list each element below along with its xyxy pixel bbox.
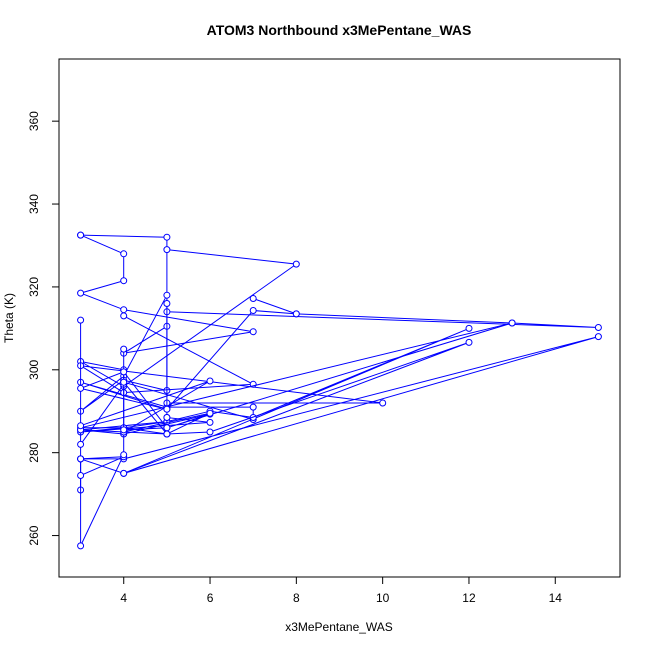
y-tick-label: 320 [27,277,41,297]
data-point [292,310,300,318]
data-point [594,324,602,331]
data-point [206,428,214,436]
data-point [77,422,85,430]
y-tick-label: 280 [27,442,41,462]
data-point [163,424,171,432]
data-point [120,368,128,376]
y-tick-label: 340 [27,194,41,214]
data-point [249,328,257,336]
data-point [120,250,128,258]
data-point [163,233,171,241]
x-tick-label: 12 [462,591,476,605]
series-line [80,320,211,547]
y-axis: 260 280 300 320 340 360 [27,111,60,546]
data-point [120,312,128,320]
x-tick-label: 10 [376,591,390,605]
data-point [120,469,128,477]
series-4 [77,295,516,494]
data-point [249,403,257,411]
data-point [120,345,128,353]
data-point [120,378,128,386]
x-tick-label: 8 [293,591,300,605]
data-point [249,307,257,314]
y-tick-label: 360 [27,111,41,131]
data-point [292,260,300,268]
y-tick-label: 300 [27,359,41,379]
data-point [163,300,171,307]
y-tick-label: 260 [27,525,41,545]
data-point [163,246,171,254]
data-point [163,430,171,438]
data-point [77,231,85,239]
data-point [77,289,85,297]
x-axis-label: x3MePentane_WAS [285,620,393,634]
data-point [77,440,85,448]
data-point [206,377,214,385]
series-6 [77,300,300,438]
y-axis-label: Theta (K) [2,293,16,343]
x-axis: 4 6 8 10 12 14 [120,576,563,605]
data-point [206,409,214,417]
data-point [206,418,214,426]
data-point [120,306,128,314]
data-point [594,333,602,341]
series-5 [77,316,214,550]
data-point [120,277,128,285]
series-layer [77,231,602,550]
x-tick-label: 4 [120,591,127,605]
chart-title: ATOM3 Northbound x3MePentane_WAS [207,22,472,38]
data-point [163,414,171,421]
data-point [508,319,516,327]
data-point [465,338,473,346]
x-tick-label: 6 [207,591,214,605]
data-point [465,324,473,332]
data-point [120,451,128,459]
data-point [163,405,171,413]
data-point [120,426,128,434]
data-point [77,316,85,324]
data-point [163,291,171,299]
data-point [379,399,387,407]
data-point [77,384,85,392]
data-point [249,295,257,302]
series-line [80,298,513,490]
data-point [77,455,85,463]
series-3 [77,308,602,477]
x-tick-label: 14 [549,591,563,605]
data-point [77,472,85,479]
data-point [77,542,85,550]
